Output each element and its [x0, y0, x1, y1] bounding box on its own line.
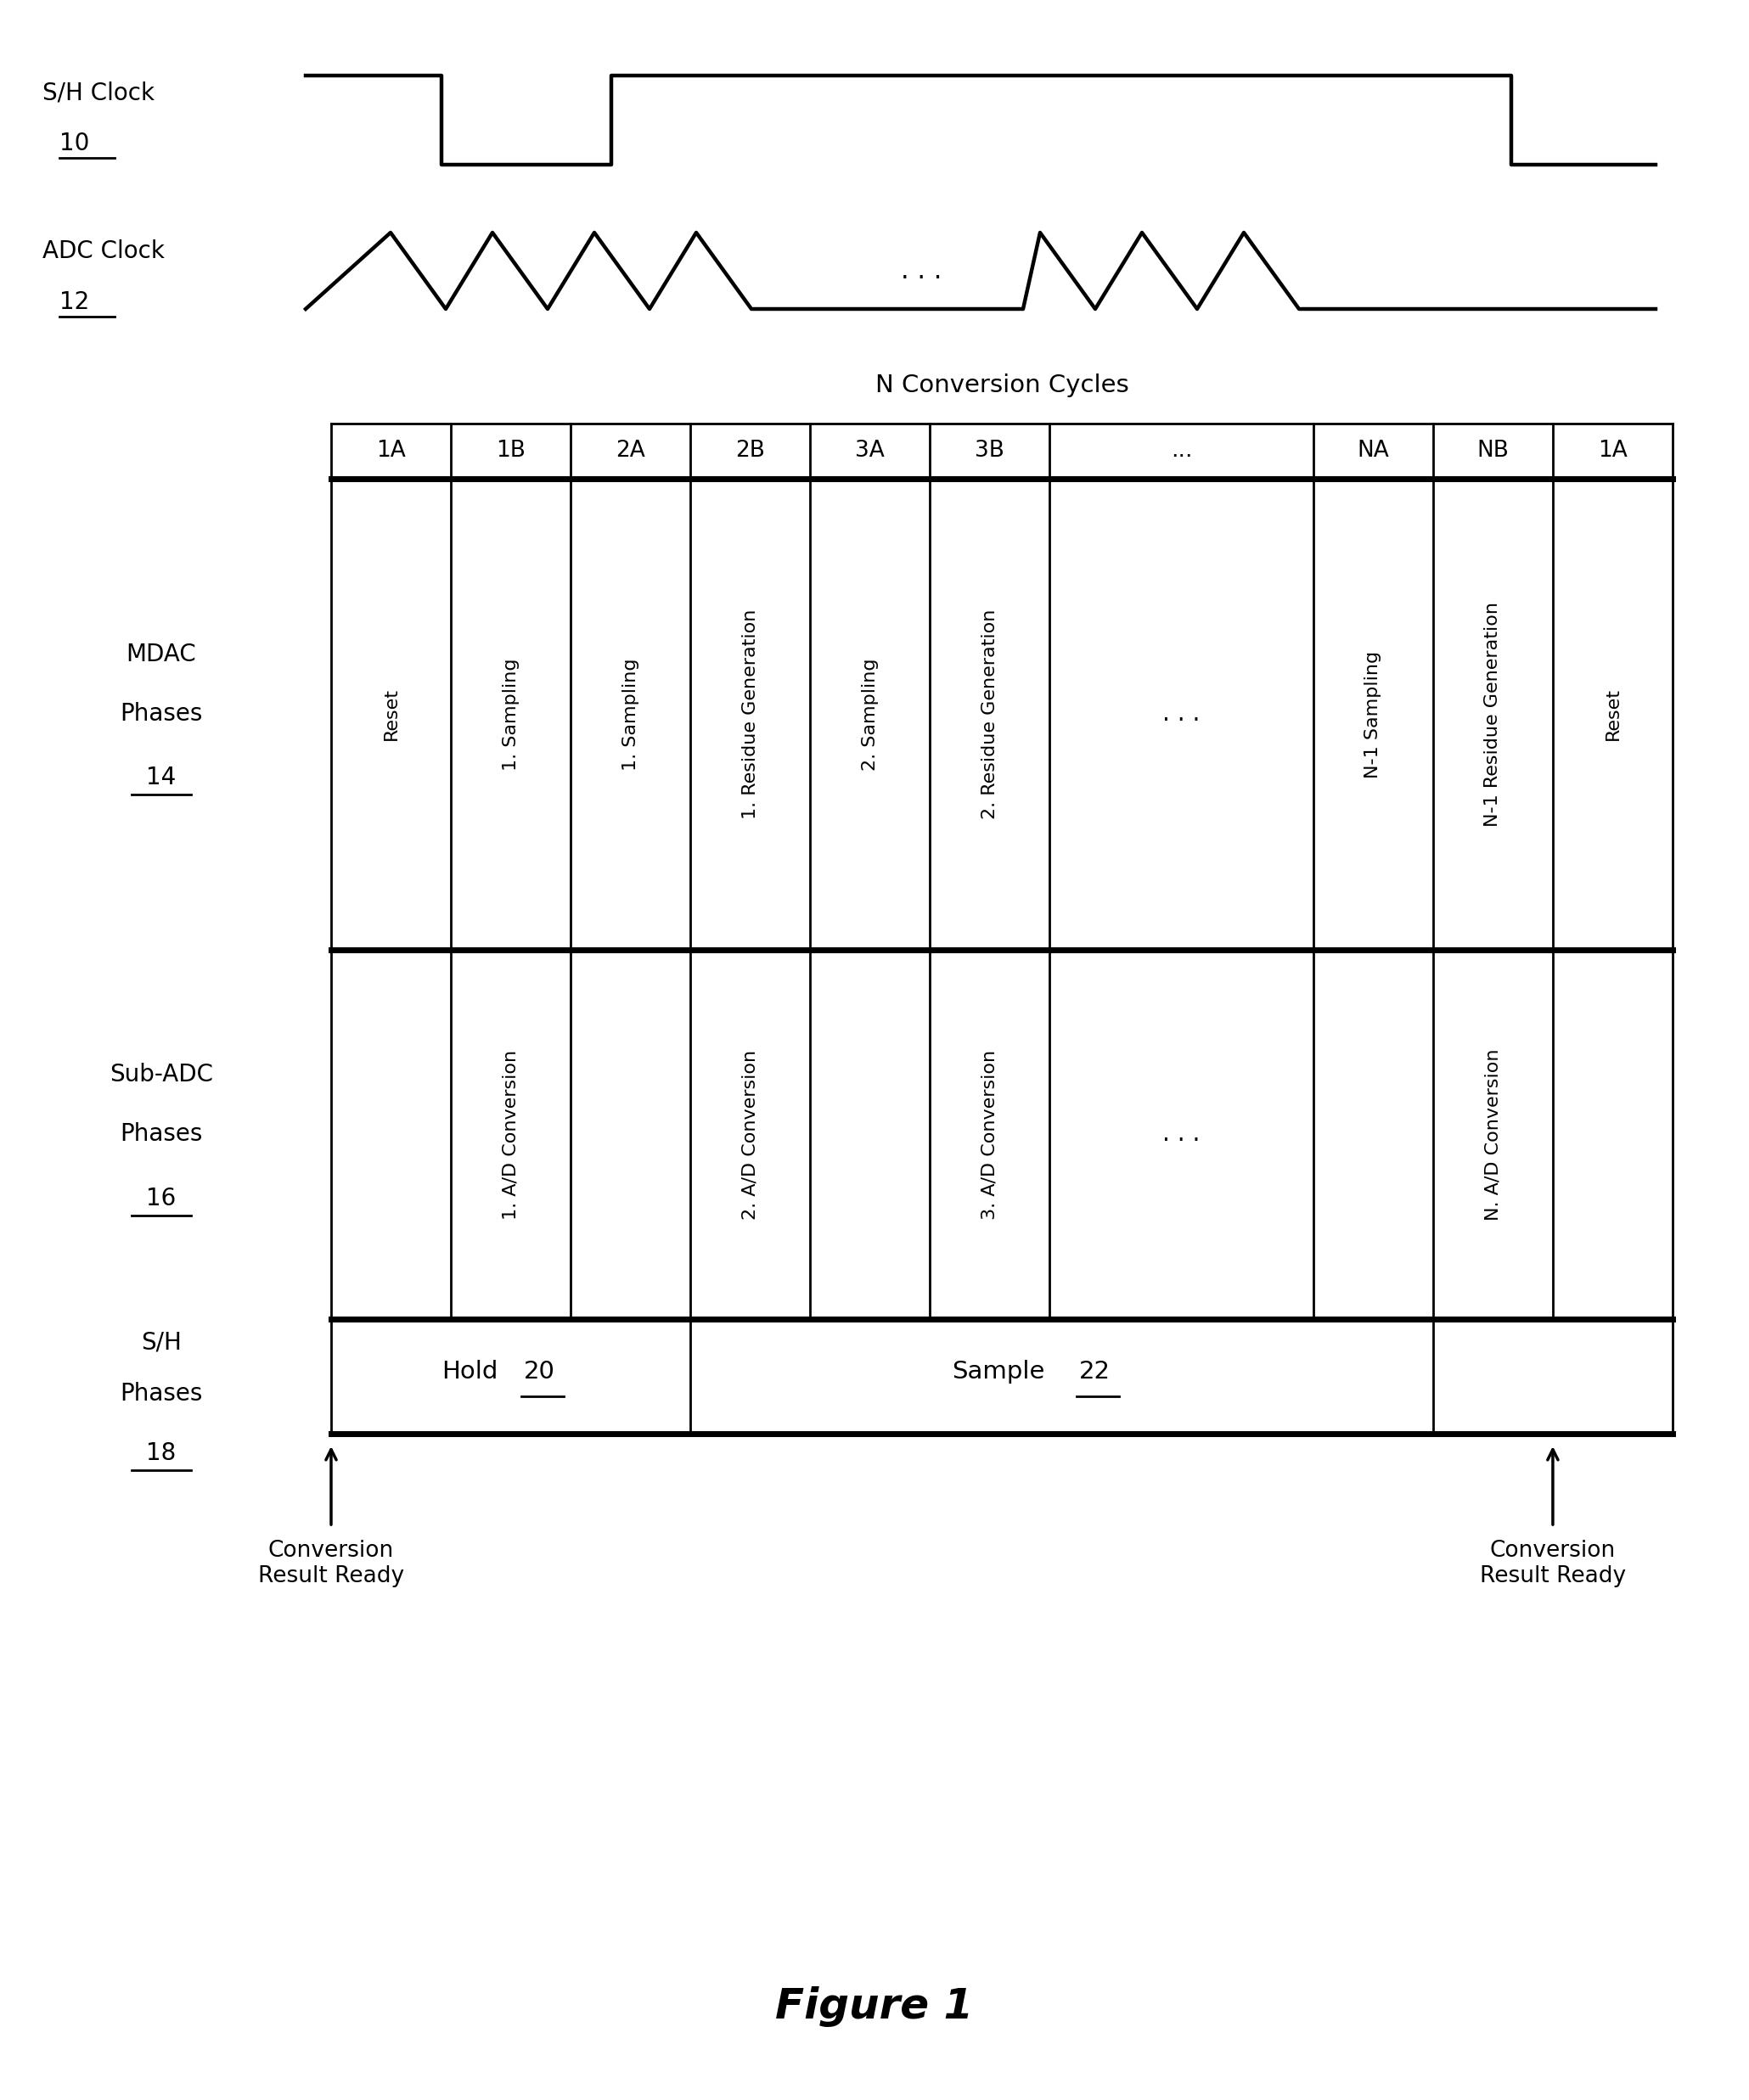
Text: 1A: 1A: [376, 441, 406, 462]
Text: Reset: Reset: [383, 689, 399, 741]
Text: NB: NB: [1476, 441, 1509, 462]
Text: 1B: 1B: [497, 441, 526, 462]
Text: Sub-ADC: Sub-ADC: [110, 1063, 213, 1088]
Text: 1A: 1A: [1599, 441, 1628, 462]
Text: . . .: . . .: [1163, 1124, 1200, 1147]
Text: 2B: 2B: [736, 441, 764, 462]
Text: N Conversion Cycles: N Conversion Cycles: [874, 374, 1128, 397]
Text: S/H Clock: S/H Clock: [42, 80, 154, 105]
Text: N. A/D Conversion: N. A/D Conversion: [1485, 1048, 1501, 1220]
Text: 3A: 3A: [855, 441, 885, 462]
Text: MDAC: MDAC: [126, 643, 196, 668]
Text: N-1 Residue Generation: N-1 Residue Generation: [1485, 603, 1501, 827]
Text: . . .: . . .: [1163, 701, 1200, 727]
Text: NA: NA: [1357, 441, 1389, 462]
Text: Reset: Reset: [1604, 689, 1621, 741]
Text: Phases: Phases: [121, 1124, 203, 1147]
Text: Figure 1: Figure 1: [775, 1987, 974, 2026]
Text: Hold: Hold: [442, 1361, 498, 1384]
Text: 3. A/D Conversion: 3. A/D Conversion: [981, 1050, 999, 1220]
Text: Phases: Phases: [121, 701, 203, 727]
Text: Conversion
Result Ready: Conversion Result Ready: [1480, 1539, 1627, 1588]
Text: 2. A/D Conversion: 2. A/D Conversion: [742, 1050, 759, 1220]
Text: 22: 22: [1079, 1361, 1111, 1384]
Text: Sample: Sample: [951, 1361, 1044, 1384]
Text: 20: 20: [523, 1361, 554, 1384]
Text: 14: 14: [147, 766, 177, 790]
Text: 2A: 2A: [616, 441, 645, 462]
Text: 18: 18: [147, 1441, 177, 1464]
Text: . . .: . . .: [901, 258, 941, 284]
Text: 10: 10: [59, 132, 89, 155]
Text: Conversion
Result Ready: Conversion Result Ready: [259, 1539, 404, 1588]
Text: 16: 16: [147, 1186, 177, 1210]
Text: 2. Residue Generation: 2. Residue Generation: [981, 609, 999, 819]
Text: N-1 Sampling: N-1 Sampling: [1364, 651, 1382, 777]
Text: ADC Clock: ADC Clock: [42, 239, 164, 262]
Text: 1. Sampling: 1. Sampling: [623, 657, 638, 771]
Text: ...: ...: [1170, 441, 1193, 462]
Text: 1. A/D Conversion: 1. A/D Conversion: [502, 1050, 519, 1220]
Text: S/H: S/H: [142, 1331, 182, 1354]
Text: 3B: 3B: [976, 441, 1004, 462]
Text: Phases: Phases: [121, 1382, 203, 1405]
Text: 2. Sampling: 2. Sampling: [862, 657, 878, 771]
Text: 1. Residue Generation: 1. Residue Generation: [742, 609, 759, 819]
Text: 12: 12: [59, 290, 89, 315]
Text: 1. Sampling: 1. Sampling: [502, 657, 519, 771]
